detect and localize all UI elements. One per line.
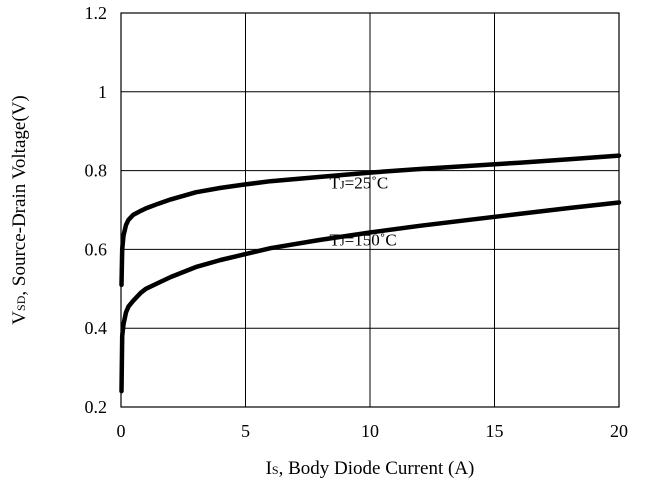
y-axis-title-sub: SD xyxy=(14,295,28,311)
y-tick-label: 1.2 xyxy=(85,3,108,23)
x-tick-labels: 0 5 10 15 20 xyxy=(117,421,629,441)
series-line-0 xyxy=(119,153,622,288)
plot-frame xyxy=(120,12,620,408)
x-axis-title-sub: S xyxy=(272,463,279,477)
x-axis-title: IS, Body Diode Current (A) xyxy=(266,458,475,479)
y-axis-title-rest: , Source-Drain Voltage(V) xyxy=(9,95,30,295)
x-tick-label: 20 xyxy=(610,421,628,441)
y-tick-label: 0.8 xyxy=(85,161,108,181)
y-tick-label: 0.2 xyxy=(85,397,108,417)
x-tick-label: 10 xyxy=(361,421,379,441)
series-layer xyxy=(119,153,622,394)
series-annotation-1: TJ=150˚C xyxy=(330,231,397,250)
x-axis-title-main: I xyxy=(266,458,272,479)
x-tick-label: 0 xyxy=(117,421,126,441)
y-tick-labels: 0.2 0.4 0.6 0.8 1 1.2 xyxy=(85,3,108,417)
annotation-sub: J xyxy=(340,235,345,249)
y-axis-title: VSD, Source-Drain Voltage(V) xyxy=(9,95,30,324)
x-tick-label: 5 xyxy=(241,421,250,441)
annotations: TJ=25˚CTJ=150˚C xyxy=(330,173,397,249)
series-line-1 xyxy=(119,200,622,394)
x-tick-label: 15 xyxy=(486,421,504,441)
annotation-main: T xyxy=(330,231,341,250)
y-axis-title-main: V xyxy=(9,311,30,325)
y-tick-label: 1 xyxy=(98,82,107,102)
y-tick-label: 0.4 xyxy=(85,318,108,338)
series-annotation-0: TJ=25˚C xyxy=(330,173,389,192)
annotation-rest: =150˚C xyxy=(345,231,397,250)
annotation-rest: =25˚C xyxy=(345,173,389,192)
y-tick-label: 0.6 xyxy=(85,239,108,259)
x-axis-title-rest: , Body Diode Current (A) xyxy=(279,458,475,479)
annotation-main: T xyxy=(330,173,341,192)
annotation-sub: J xyxy=(340,177,345,191)
